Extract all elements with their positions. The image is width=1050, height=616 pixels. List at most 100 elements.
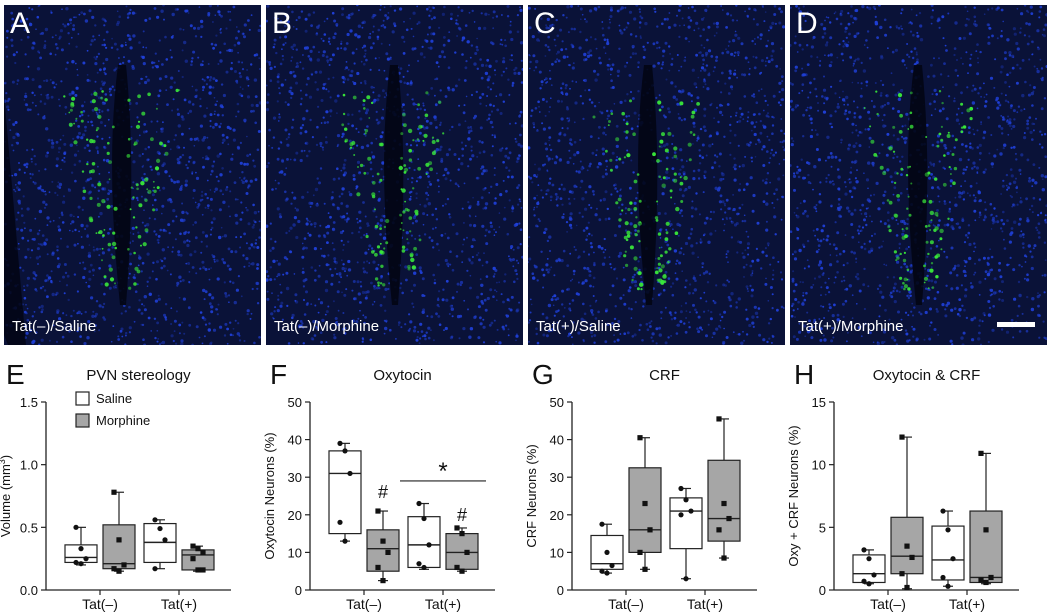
data-point [683,497,689,503]
data-point [609,562,615,569]
y-tick-label: 30 [550,470,564,485]
data-point [871,572,877,578]
data-point [347,470,353,477]
data-point [421,564,427,571]
micrograph-a-image [4,5,261,345]
data-point [678,512,684,518]
chart-g: G CRF 0 10 20 30 40 50 CRF Neurons (%) Tat(–) Tat(… [524,359,757,612]
data-point [721,555,727,561]
x-tick-label: Tat(+) [425,596,461,612]
data-point [899,571,905,577]
data-point [116,568,122,574]
x-tick-label: Tat(–) [870,596,906,612]
micrograph-a: A Tat(–)/Saline [4,5,261,345]
data-point [73,524,79,530]
legend-label-saline: Saline [96,391,132,406]
y-tick-label: 1.5 [20,395,38,410]
data-point [604,549,610,556]
data-point [716,416,722,422]
y-axis-label: Oxytocin Neurons (%) [262,432,277,559]
box-iqr [328,450,362,535]
caption-tat-pos-morphine: Tat(+)/Morphine [798,318,904,335]
scale-bar [997,322,1035,327]
panel-letter-c: C [534,7,556,40]
y-tick-label: 50 [288,395,302,410]
x-tick-label: Tat(+) [161,596,197,612]
data-point [200,549,206,555]
panel-letter-d: D [796,7,818,40]
data-point [342,448,348,454]
data-point [421,515,427,522]
box-morphine-tat-pos [969,450,1003,586]
data-point [375,564,381,571]
data-point [157,525,163,532]
box-iqr [707,459,741,542]
data-point [454,564,460,571]
data-point [637,549,643,555]
data-point [111,489,117,495]
y-tick-label: 0 [557,583,564,598]
data-point [978,450,984,456]
caption-tat-neg-saline: Tat(–)/Saline [12,318,97,335]
data-point [190,543,196,549]
data-point [861,578,867,584]
box-saline-tat-pos [931,508,965,589]
data-point [647,527,653,533]
data-point [78,546,84,552]
chart-e: E PVN stereology 0.0 0.5 1.0 1.5 Volume (mm3) T… [0,359,231,612]
data-point [683,576,689,582]
data-point [866,556,872,562]
data-point [380,578,386,584]
box-saline-tat-neg [328,440,362,544]
data-point [342,538,348,544]
box-iqr [102,524,136,570]
y-axis-label: Oxy + CRF Neurons (%) [786,425,801,566]
micrograph-d: D Tat(+)/Morphine [790,5,1047,345]
chart-f: F Oxytocin 0 10 20 30 40 50 Oxytocin Neurons (%)… [262,359,495,612]
y-axis-label: Volume (mm3) [0,455,13,537]
data-point [861,547,867,553]
y-tick-label: 0.5 [20,520,38,535]
chart-title: Oxytocin [373,367,431,384]
x-tick-label: Tat(–) [346,596,382,612]
y-tick-label: 5 [819,520,826,535]
micrograph-c: C Tat(+)/Saline [528,5,785,345]
data-point [988,574,994,581]
y-tick-label: 20 [550,508,564,523]
caption-tat-pos-saline: Tat(+)/Saline [536,318,621,335]
data-point [416,561,422,567]
data-point [162,537,168,543]
data-point [416,500,422,507]
data-point [190,556,196,562]
data-point [599,521,605,527]
data-point [111,566,117,572]
micrograph-d-image [790,5,1047,345]
data-point [426,542,432,548]
data-point [459,531,465,537]
caption-tat-neg-morphine: Tat(–)/Morphine [274,318,380,335]
data-point [459,568,465,574]
data-point [726,515,732,522]
significance-star: * [438,458,447,485]
y-tick-label: 0 [295,583,302,598]
data-point [940,574,946,581]
box-morphine-tat-neg [890,434,924,591]
x-tick-label: Tat(+) [949,596,985,612]
panel-letter-h: H [794,359,814,390]
data-point [945,583,951,589]
data-point [385,549,391,555]
y-tick-label: 10 [550,545,564,560]
data-point [978,577,984,583]
box-morphine-tat-neg [628,435,662,572]
y-tick-label: 50 [550,395,564,410]
data-point [200,567,206,573]
y-tick-label: 15 [812,395,826,410]
box-saline-tat-pos [143,517,177,572]
chart-title: PVN stereology [86,367,191,384]
data-point [716,527,722,533]
box-morphine-tat-pos [445,525,479,574]
y-tick-label: 0 [819,583,826,598]
data-point [642,500,648,507]
box-iqr [445,532,479,570]
